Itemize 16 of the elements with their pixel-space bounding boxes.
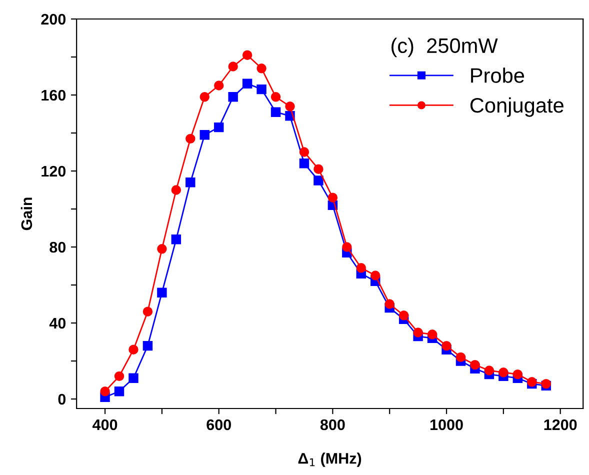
- x-tick-label: 800: [320, 419, 345, 430]
- x-tick-label: 1200: [544, 419, 577, 430]
- x-tick-label: 600: [206, 419, 231, 430]
- y-tick-label: 80: [50, 242, 66, 253]
- y-tick-label: 120: [42, 166, 66, 177]
- y-axis-title: Gain: [20, 198, 32, 230]
- y-tick-label: 0: [58, 394, 66, 405]
- x-tick-label: 1000: [430, 419, 463, 430]
- x-tick-label: 400: [92, 419, 118, 430]
- x-axis-title: Δ$_{1}$ (MHz): [298, 452, 362, 467]
- legend-title: (c) 250mW: [392, 38, 498, 58]
- y-tick-label: 160: [42, 90, 66, 101]
- legend-label: Probe: [471, 68, 524, 83]
- y-tick-label: 200: [41, 14, 66, 25]
- legend-label: Conjugate: [470, 97, 564, 117]
- y-tick-label: 40: [49, 318, 66, 329]
